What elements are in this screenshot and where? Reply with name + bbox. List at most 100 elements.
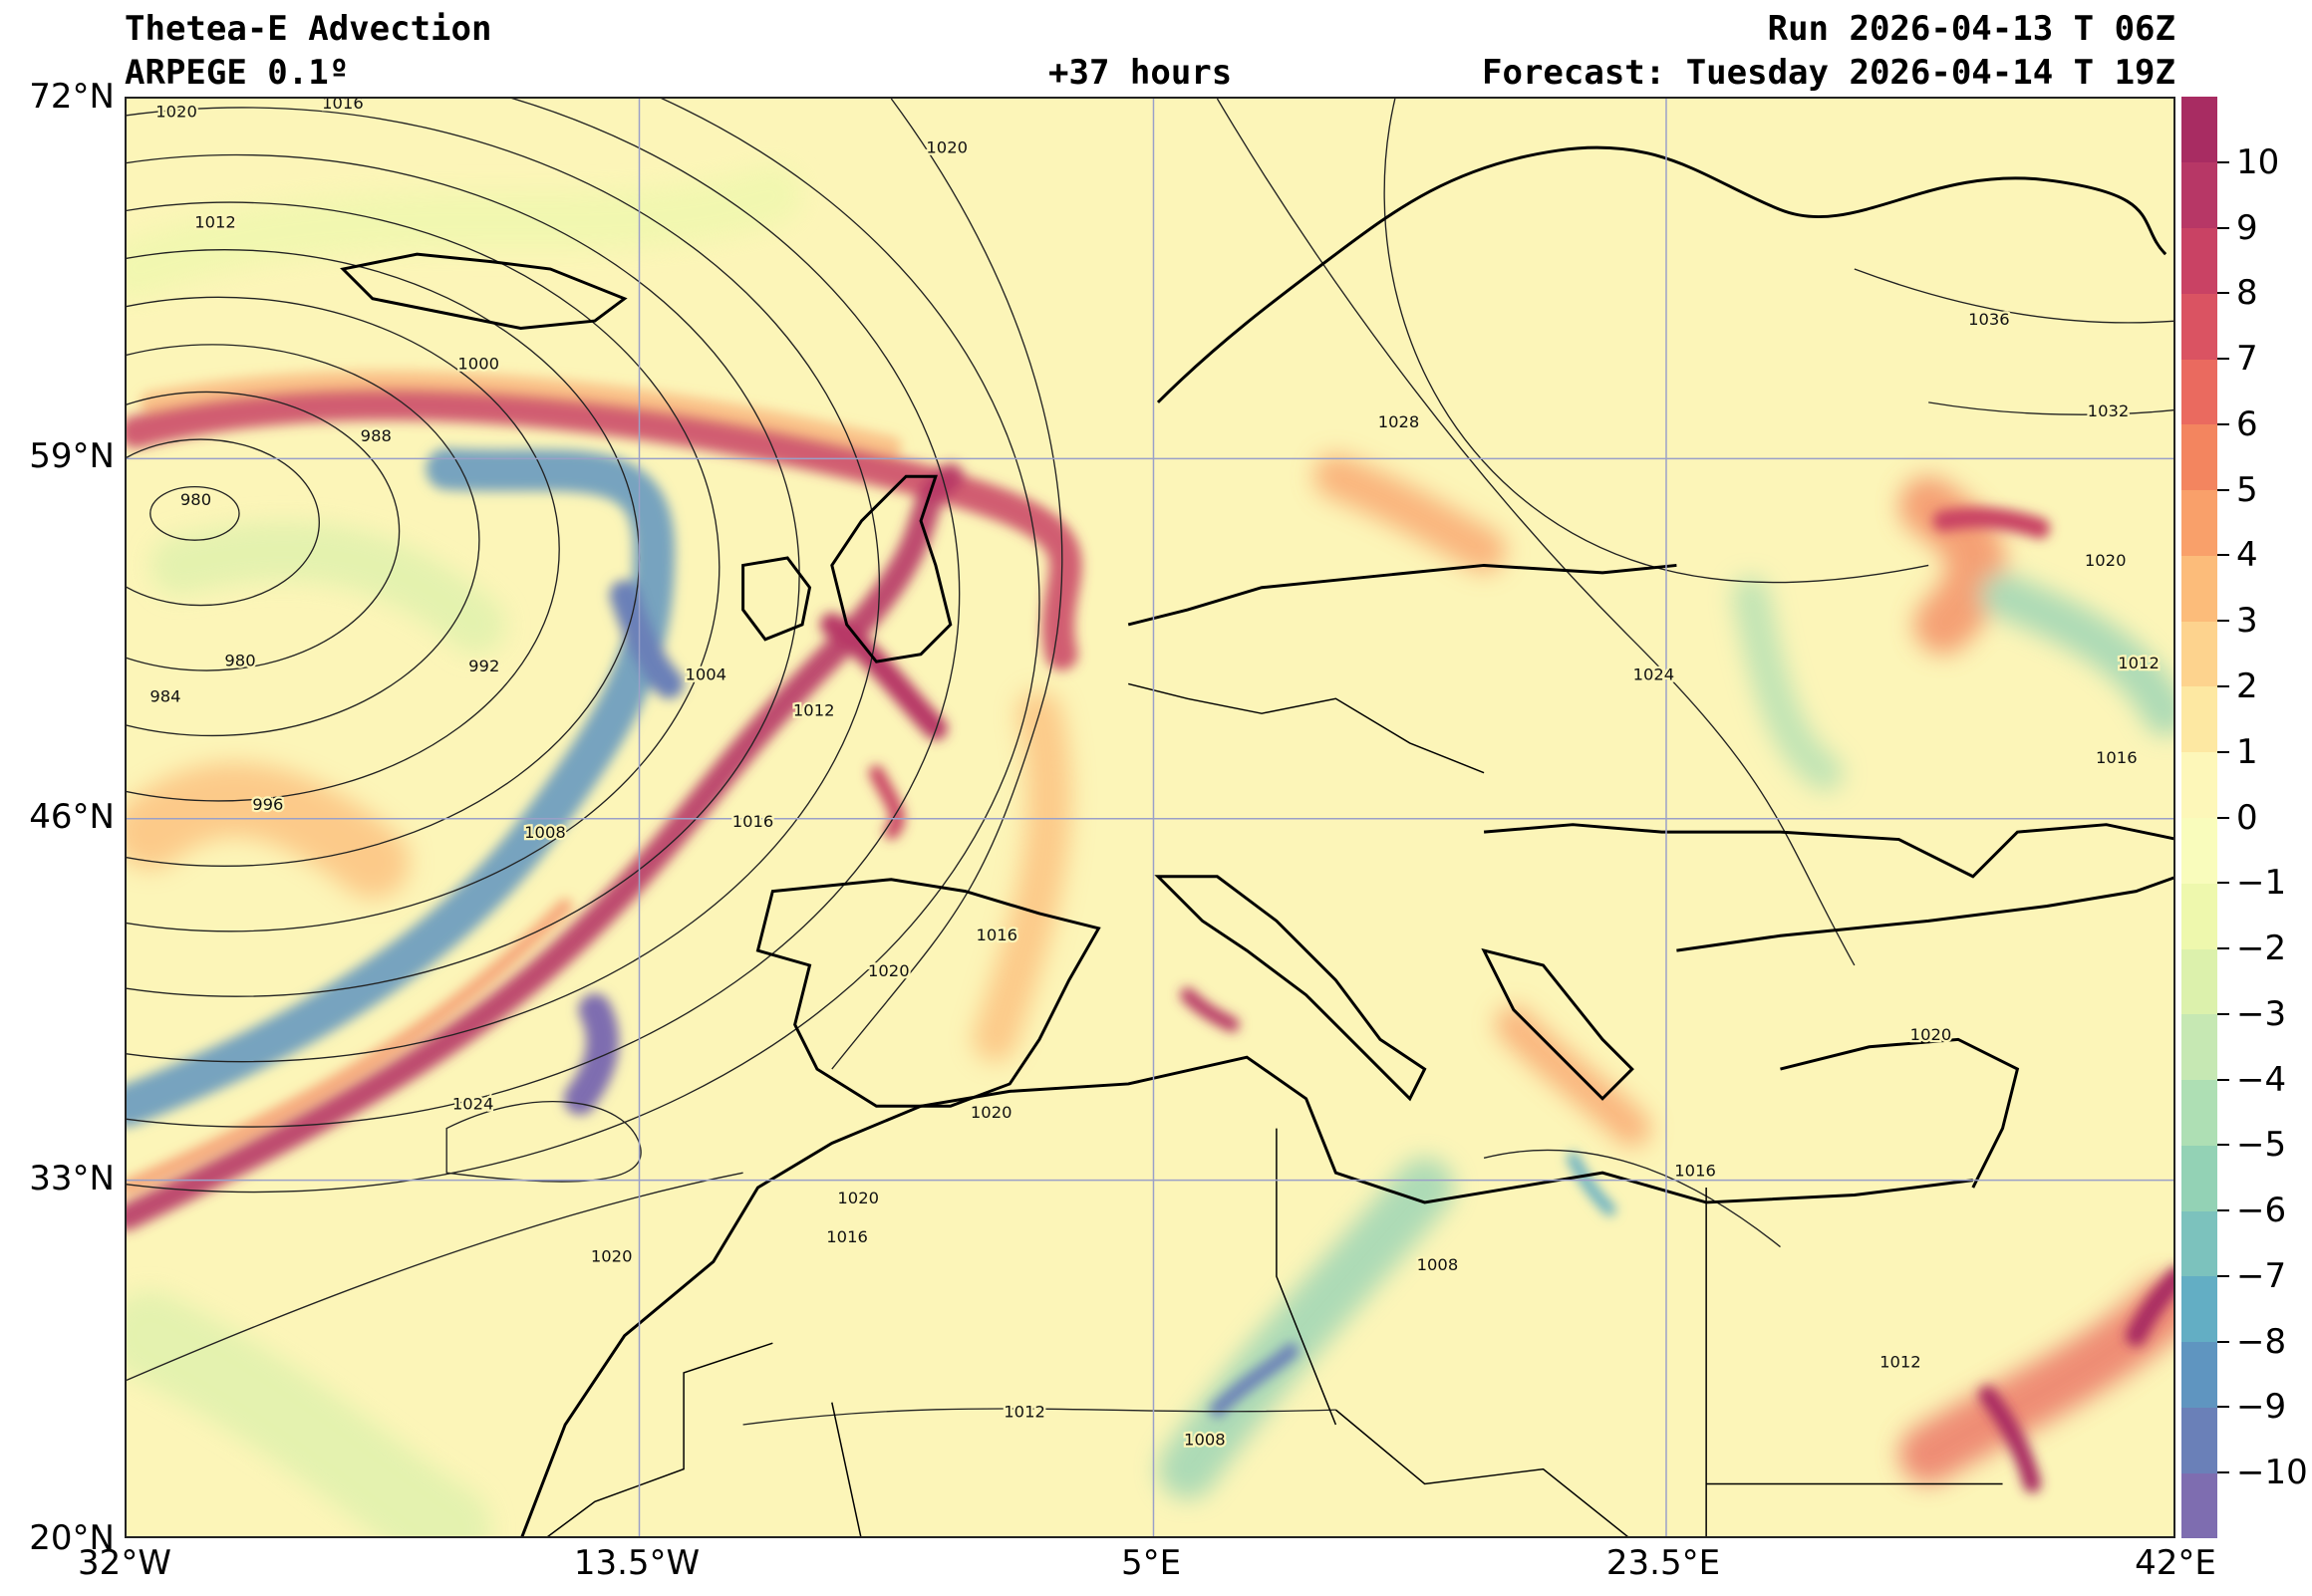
colorbar-segment bbox=[2181, 1472, 2217, 1539]
colorbar-tick-mark bbox=[2217, 1274, 2229, 1277]
coastlines bbox=[340, 145, 2173, 1536]
isobar-line bbox=[1383, 99, 1929, 584]
colorbar-tick-mark bbox=[2217, 160, 2229, 163]
colorbar-tick-mark bbox=[2217, 947, 2229, 950]
colorbar-tick-label: −6 bbox=[2236, 1191, 2287, 1231]
colorbar-tick-label: −1 bbox=[2236, 863, 2287, 904]
colorbar-tick-mark bbox=[2217, 422, 2229, 425]
lat-tick-label: 20°N bbox=[29, 1518, 115, 1558]
isobar-label: 1032 bbox=[2088, 401, 2130, 420]
colorbar-tick-label: 7 bbox=[2236, 339, 2258, 380]
isobar-label: 996 bbox=[252, 795, 283, 814]
colorbar-tick-label: −8 bbox=[2236, 1321, 2287, 1362]
isobar-line bbox=[149, 485, 240, 541]
colorbar-tick-mark bbox=[2217, 816, 2229, 819]
isobar-label: 980 bbox=[224, 651, 255, 669]
isobar-label: 1020 bbox=[155, 102, 197, 121]
colorbar-tick-label: 9 bbox=[2236, 207, 2258, 248]
colorbar-tick-label: −9 bbox=[2236, 1387, 2287, 1428]
colorbar-tick-label: −10 bbox=[2236, 1453, 2308, 1493]
colorbar-tick-mark bbox=[2217, 620, 2229, 623]
isobar-line bbox=[127, 201, 721, 932]
isobar-label: 1012 bbox=[2118, 654, 2160, 672]
colorbar-segment bbox=[2181, 555, 2217, 622]
colorbar-segment bbox=[2181, 423, 2217, 491]
isobar-label: 1020 bbox=[868, 961, 910, 980]
isobar-label: 1024 bbox=[1633, 665, 1675, 683]
isobar-line bbox=[127, 438, 320, 607]
colorbar-segment bbox=[2181, 359, 2217, 425]
colorbar-segment bbox=[2181, 1145, 2217, 1211]
isobar-line bbox=[127, 99, 1040, 1194]
colorbar-tick-label: −3 bbox=[2236, 993, 2287, 1034]
colorbar-tick-mark bbox=[2217, 226, 2229, 229]
isobar-line bbox=[1483, 1149, 1781, 1248]
colorbar-tick-mark bbox=[2217, 488, 2229, 491]
colorbar-tick-mark bbox=[2217, 1144, 2229, 1147]
isobar-line bbox=[127, 1172, 743, 1382]
lon-tick-label: 32°W bbox=[78, 1543, 171, 1583]
colorbar-tick-mark bbox=[2217, 1340, 2229, 1343]
lon-tick-label: 5°E bbox=[1120, 1543, 1182, 1583]
colorbar-tick-label: 6 bbox=[2236, 403, 2258, 444]
isobar-label: 1012 bbox=[1004, 1402, 1045, 1421]
isobar-label: 1020 bbox=[2085, 551, 2127, 570]
isobar-line bbox=[831, 99, 1063, 1070]
colorbar-tick-mark bbox=[2217, 1406, 2229, 1409]
isobar-label: 1016 bbox=[322, 99, 364, 113]
colorbar bbox=[2181, 97, 2217, 1539]
colorbar-tick-label: 1 bbox=[2236, 731, 2258, 772]
isobar-label: 1016 bbox=[976, 926, 1017, 944]
colorbar-segment bbox=[2181, 751, 2217, 818]
colorbar-segment bbox=[2181, 227, 2217, 294]
isobar-label: 992 bbox=[468, 657, 499, 675]
colorbar-tick-mark bbox=[2217, 1471, 2229, 1474]
isobar-label: 1020 bbox=[837, 1189, 879, 1207]
graticule bbox=[127, 99, 2173, 1536]
isobar-label: 1020 bbox=[1910, 1025, 1952, 1044]
isobar-label: 1020 bbox=[926, 138, 968, 157]
lon-tick-label: 13.5°W bbox=[573, 1543, 701, 1583]
colorbar-segment bbox=[2181, 293, 2217, 360]
isobar-line bbox=[127, 391, 401, 671]
colorbar-segment bbox=[2181, 817, 2217, 884]
colorbar-segment bbox=[2181, 1407, 2217, 1473]
lon-tick-label: 42°E bbox=[2135, 1543, 2216, 1583]
isobar-label: 980 bbox=[180, 490, 211, 509]
isobar-label: 1016 bbox=[826, 1227, 868, 1246]
isobar-label: 1028 bbox=[1378, 412, 1420, 431]
colorbar-segment bbox=[2181, 1341, 2217, 1408]
isobar-label: 1008 bbox=[524, 823, 566, 842]
colorbar-tick-label: 10 bbox=[2236, 141, 2280, 182]
colorbar-segment bbox=[2181, 97, 2217, 163]
isobar-label: 1012 bbox=[793, 700, 835, 719]
borders bbox=[546, 682, 2003, 1536]
isobar-label: 1000 bbox=[457, 355, 499, 374]
colorbar-tick-mark bbox=[2217, 750, 2229, 753]
colorbar-tick-mark bbox=[2217, 1012, 2229, 1015]
colorbar-tick-label: −5 bbox=[2236, 1125, 2287, 1166]
chart-title: Thetea-E Advection bbox=[125, 9, 492, 49]
colorbar-tick-mark bbox=[2217, 554, 2229, 557]
isobar-label: 1008 bbox=[1184, 1430, 1226, 1449]
colorbar-segment bbox=[2181, 161, 2217, 229]
lat-tick-label: 46°N bbox=[29, 797, 115, 837]
isobar-label: 1020 bbox=[591, 1247, 633, 1266]
colorbar-tick-mark bbox=[2217, 882, 2229, 885]
colorbar-segment bbox=[2181, 685, 2217, 753]
isobar-labels: 1020 1016 1012 1020 1000 988 980 980 992 984 1004 1… bbox=[147, 99, 2162, 1452]
isobar-label: 1024 bbox=[452, 1095, 494, 1114]
model-label: ARPEGE 0.1º bbox=[125, 53, 350, 93]
weather-map: 1020 1016 1012 1020 1000 988 980 980 992 984 1004 1… bbox=[125, 97, 2175, 1538]
lon-tick-label: 23.5°E bbox=[1605, 1543, 1721, 1583]
colorbar-segment bbox=[2181, 1210, 2217, 1277]
isobar-line bbox=[1928, 401, 2173, 415]
isobar-line bbox=[127, 99, 961, 1128]
advection-field bbox=[127, 164, 2173, 1536]
isobar-label: 1004 bbox=[685, 665, 726, 683]
lat-tick-label: 72°N bbox=[29, 77, 115, 117]
lat-tick-label: 33°N bbox=[29, 1159, 115, 1198]
colorbar-tick-label: 5 bbox=[2236, 469, 2258, 510]
colorbar-tick-mark bbox=[2217, 1209, 2229, 1212]
lead-time-label: +37 hours bbox=[1048, 53, 1233, 93]
